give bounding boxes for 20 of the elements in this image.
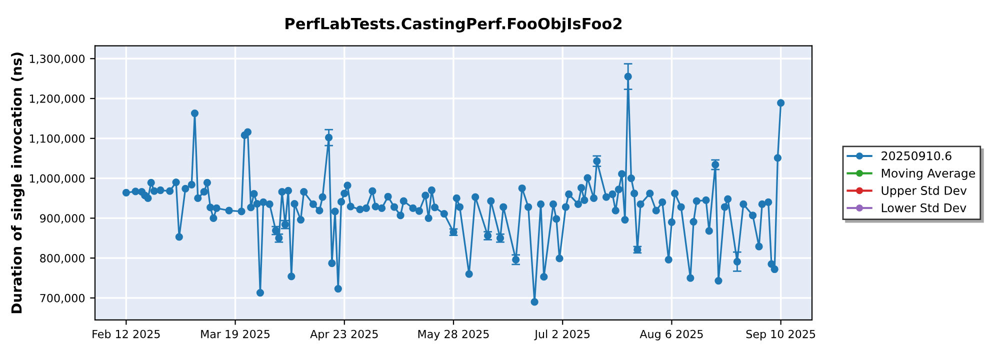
x-tick-label: Apr 23 2025 <box>310 330 378 340</box>
y-tick-label: 900,000 <box>40 214 85 224</box>
x-tick-label: Mar 19 2025 <box>201 330 270 338</box>
legend-label: Lower Std Dev <box>882 203 966 212</box>
y-tick-label: 1,100,000 <box>30 134 85 144</box>
y-tick-label: 1,300,000 <box>30 54 85 64</box>
x-tick-label: Aug 6 2025 <box>640 330 703 340</box>
x-tick-label: May 28 2025 <box>418 330 489 340</box>
legend-label: Moving Average <box>882 168 976 180</box>
y-tick-label: 1,000,000 <box>30 174 85 184</box>
x-tick-label: Jul 2 2025 <box>534 330 590 340</box>
y-tick-label: 800,000 <box>40 254 85 264</box>
x-tick-label: Sep 10 2025 <box>746 330 816 340</box>
chart-title: PerfLabTests.CastingPerf.FooObjIsFoo2 <box>286 18 622 32</box>
legend-label: 20250910.6 <box>882 151 952 160</box>
y-axis-title: Duration of single invocation (ns) <box>11 52 25 314</box>
legend-label: Upper Std Dev <box>882 186 967 198</box>
y-tick-label: 1,200,000 <box>30 94 85 104</box>
y-tick-label: 700,000 <box>40 294 85 304</box>
x-tick-label: Feb 12 2025 <box>92 330 160 338</box>
